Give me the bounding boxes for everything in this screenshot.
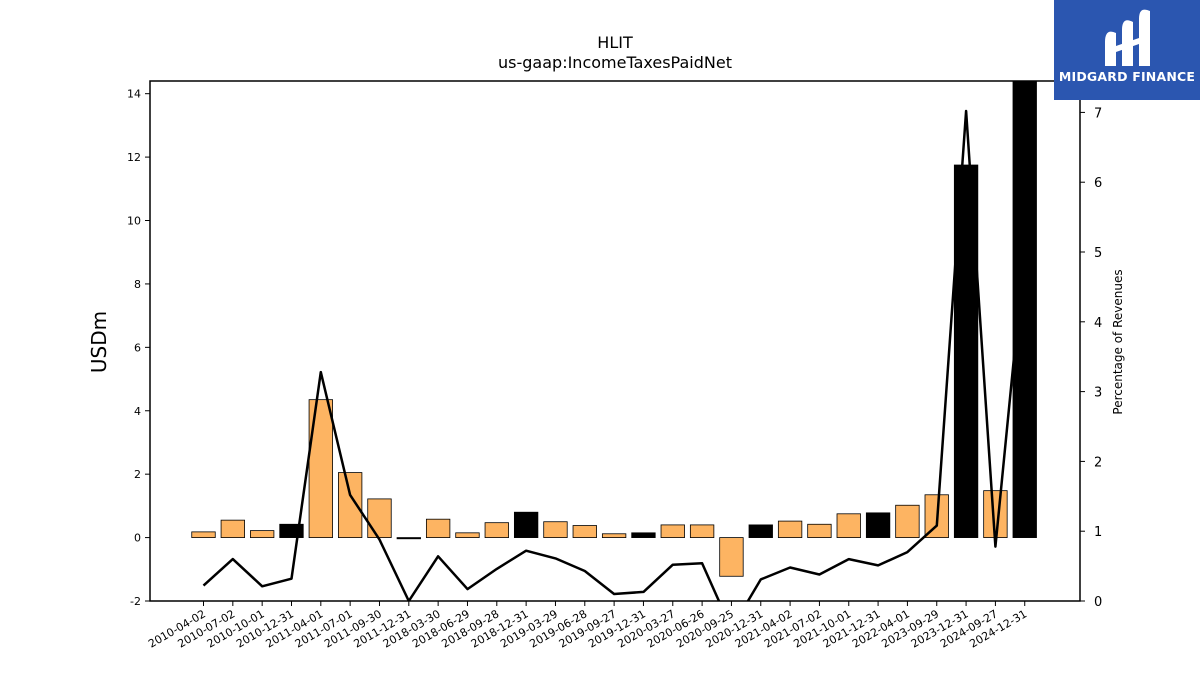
bar [513, 511, 539, 538]
logo-text: MIDGARD FINANCE [1058, 69, 1196, 84]
bar [337, 472, 363, 538]
y2-tick-label: 6 [1094, 176, 1102, 191]
y2-axis-label: Percentage of Revenues [1111, 269, 1125, 414]
series-line [202, 109, 1026, 601]
bar [250, 530, 275, 538]
midgard-logo-icon [1105, 9, 1150, 67]
y-tick-label: 12 [127, 151, 141, 164]
y-tick-label: 0 [134, 532, 141, 545]
y-tick-label: 2 [134, 468, 141, 481]
y2-tick-label: 1 [1094, 525, 1102, 540]
bar [895, 504, 920, 538]
bar [865, 512, 891, 538]
y-axis-label: USDm [87, 311, 111, 373]
y2-tick-label: 4 [1094, 316, 1102, 331]
bar [308, 399, 333, 538]
bar [455, 532, 480, 538]
y2-tick-label: 5 [1094, 246, 1102, 261]
bar [631, 532, 656, 538]
bar [689, 524, 715, 538]
y2-tick-label: 2 [1094, 455, 1102, 470]
y-tick-label: 4 [134, 405, 141, 418]
y-tick-label: 14 [127, 88, 141, 101]
bar [220, 519, 245, 538]
bar [367, 498, 392, 538]
bar [191, 531, 216, 538]
bar [719, 537, 744, 577]
bars-group [191, 81, 1037, 577]
y-tick-label: 10 [127, 215, 141, 228]
bar [425, 518, 451, 538]
bar [484, 522, 509, 538]
y2-tick-label: 0 [1094, 595, 1102, 610]
y-tick-label: 8 [134, 278, 141, 291]
y-tick-label: 6 [134, 341, 141, 354]
bar [953, 164, 979, 538]
bar [777, 520, 803, 538]
bar [1012, 81, 1037, 538]
midgard-logo: MIDGARD FINANCE [1054, 0, 1200, 100]
bar [572, 525, 597, 538]
y2-tick-label: 3 [1094, 386, 1102, 401]
y-tick-label: -2 [130, 595, 141, 608]
line-group [202, 109, 1026, 601]
bar [396, 537, 421, 540]
chart-subtitle: us-gaap:IncomeTaxesPaidNet [498, 53, 732, 72]
bar [748, 524, 773, 538]
plot-frame [149, 80, 1081, 602]
bar [543, 521, 568, 538]
bar [807, 523, 832, 538]
bar [660, 524, 685, 538]
bar [836, 513, 861, 538]
chart-title: HLIT [597, 33, 633, 52]
y2-tick-label: 7 [1094, 106, 1102, 121]
bar [601, 533, 627, 538]
